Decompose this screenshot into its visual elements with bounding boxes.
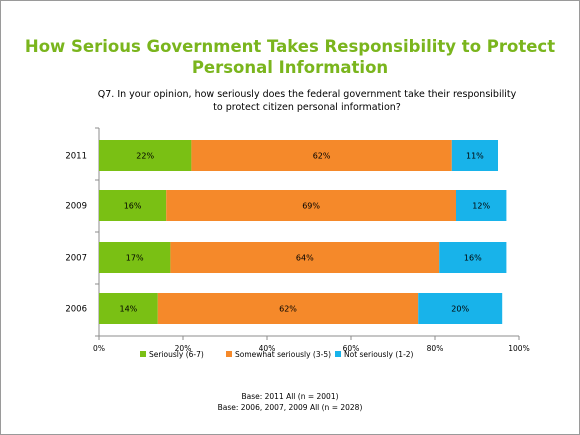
legend-label-0: Seriously (6-7) xyxy=(149,350,204,359)
bar-2006-series-1 xyxy=(157,293,419,324)
data-label-2009-series-1: 69% xyxy=(302,202,320,211)
bar-2007-series-1 xyxy=(170,242,440,273)
data-label-2007-series-2: 16% xyxy=(464,254,482,263)
bar-2007-series-2 xyxy=(439,242,507,273)
data-label-2011-series-1: 62% xyxy=(313,152,331,161)
bar-2011-series-1 xyxy=(191,140,452,171)
base-note-2: Base: 2006, 2007, 2009 All (n = 2028) xyxy=(217,403,363,412)
x-tick-label-4: 80% xyxy=(427,344,444,353)
x-tick-label-5: 100% xyxy=(508,344,529,353)
category-label-2006: 2006 xyxy=(65,305,87,315)
bar-2011-series-2 xyxy=(451,140,498,171)
bar-2007-series-0 xyxy=(99,242,171,273)
legend-label-1: Somewhat seriously (3-5) xyxy=(235,350,331,359)
bar-2009-series-0 xyxy=(99,190,167,221)
legend-swatch-2 xyxy=(335,351,341,357)
data-label-2011-series-0: 22% xyxy=(136,152,154,161)
data-label-2006-series-2: 20% xyxy=(451,305,469,314)
x-tick-label-1: 20% xyxy=(175,344,192,353)
category-label-2009: 2009 xyxy=(65,202,87,212)
category-label-2011: 2011 xyxy=(65,152,87,162)
bar-2006-series-0 xyxy=(99,293,158,324)
bar-2009-series-1 xyxy=(166,190,456,221)
bar-2006-series-2 xyxy=(418,293,503,324)
x-tick-label-0: 0% xyxy=(93,344,105,353)
data-label-2009-series-0: 16% xyxy=(124,202,142,211)
data-label-2007-series-1: 64% xyxy=(296,254,314,263)
data-label-2007-series-0: 17% xyxy=(126,254,144,263)
legend-swatch-0 xyxy=(140,351,146,357)
category-label-2007: 2007 xyxy=(65,254,87,264)
legend-label-2: Not seriously (1-2) xyxy=(344,350,414,359)
data-label-2009-series-2: 12% xyxy=(472,202,490,211)
data-label-2011-series-2: 11% xyxy=(466,152,484,161)
legend-swatch-1 xyxy=(226,351,232,357)
survey-question: Q7. In your opinion, how seriously does … xyxy=(97,89,517,113)
x-tick-label-2: 40% xyxy=(259,344,276,353)
bar-2009-series-2 xyxy=(456,190,507,221)
base-note-1: Base: 2011 All (n = 2001) xyxy=(241,392,339,401)
bar-2011-series-0 xyxy=(99,140,192,171)
chart-title: How Serious Government Takes Responsibil… xyxy=(24,37,556,77)
data-label-2006-series-0: 14% xyxy=(120,305,138,314)
x-tick-label-3: 60% xyxy=(343,344,360,353)
data-label-2006-series-1: 62% xyxy=(279,305,297,314)
